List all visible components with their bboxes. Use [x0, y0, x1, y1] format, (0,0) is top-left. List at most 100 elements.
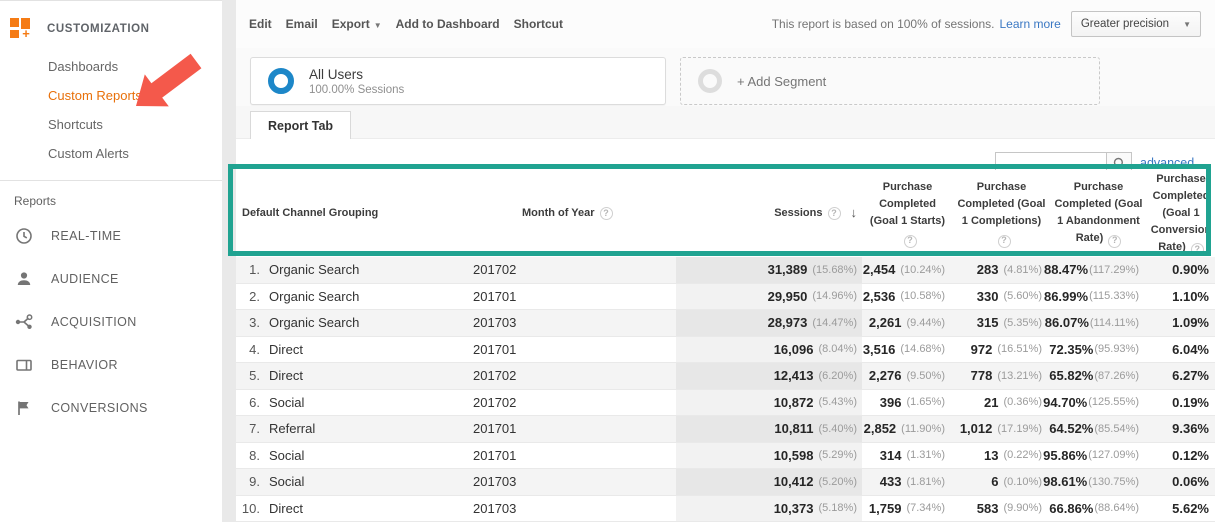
sidebar-item-acquisition[interactable]: ACQUISITION	[0, 300, 222, 343]
table-row[interactable]: 6. Social 201702 10,872 (5.43%) 396 (1.65%…	[236, 389, 1215, 416]
row-index: 9.	[249, 474, 260, 490]
help-icon[interactable]: ?	[997, 234, 1011, 248]
goal-abandonment-cell: 86.07% (114.11%)	[1044, 315, 1139, 331]
row-index: 1.	[249, 262, 260, 278]
advanced-search-link[interactable]: advanced	[1140, 156, 1195, 170]
channel-value: Organic Search	[269, 262, 360, 278]
help-icon[interactable]: ?	[1190, 243, 1204, 257]
sessions-cell: 10,872 (5.43%)	[676, 389, 862, 415]
export-button[interactable]: Export ▼	[331, 17, 382, 31]
goal-abandonment-cell: 72.35% (95.93%)	[1049, 341, 1139, 357]
goal-starts-cell: 2,536 (10.58%)	[862, 288, 945, 304]
channel-cell: 6. Social	[236, 390, 466, 416]
precision-dropdown[interactable]: Greater precision ▼	[1070, 11, 1201, 37]
email-button[interactable]: Email	[285, 17, 318, 31]
table-row[interactable]: 7. Referral 201701 10,811 (5.40%) 2,852 (1…	[236, 416, 1215, 443]
goal-starts-cell: 2,261 (9.44%)	[868, 315, 945, 331]
sidebar-item-custom-alerts[interactable]: Custom Alerts	[48, 146, 129, 161]
header-goal-starts[interactable]: Purchase Completed (Goal 1 Starts)?	[862, 179, 953, 248]
table-row[interactable]: 2. Organic Search 201701 29,950 (14.96%) …	[236, 283, 1215, 310]
goal-completions-cell: 13 (0.22%)	[984, 447, 1042, 463]
shortcut-button[interactable]: Shortcut	[513, 17, 563, 31]
goal-conversion-cell: 1.09%	[1172, 315, 1209, 331]
table-row[interactable]: 9. Social 201703 10,412 (5.20%) 433 (1.81%…	[236, 469, 1215, 496]
channel-cell: 3. Organic Search	[236, 310, 466, 336]
header-sessions[interactable]: Sessions? ↓	[676, 203, 862, 223]
sidebar-item-real-time[interactable]: REAL-TIME	[0, 214, 222, 257]
nav-label: AUDIENCE	[51, 271, 119, 286]
goal-conversion-cell: 6.04%	[1172, 341, 1209, 357]
goal-starts-cell: 433 (1.81%)	[879, 474, 945, 490]
channel-value: Referral	[269, 421, 316, 437]
goal-conversion-cell: 5.62%	[1172, 500, 1209, 516]
segment-subtitle: 100.00% Sessions	[309, 83, 405, 96]
tab-report-tab[interactable]: Report Tab	[250, 111, 352, 139]
goal-abandonment-cell: 88.47% (117.29%)	[1043, 262, 1139, 278]
segment-donut-placeholder-icon	[698, 69, 722, 93]
header-goal-conversion-rate[interactable]: Purchase Completed (Goal 1 Conversion Ra…	[1147, 171, 1215, 257]
table-search-input[interactable]	[995, 152, 1106, 175]
goal-conversion-cell: 0.12%	[1172, 447, 1209, 463]
sessions-cell: 12,413 (6.20%)	[676, 363, 862, 389]
goal-conversion-cell: 1.10%	[1172, 288, 1209, 304]
goal-abandonment-cell: 86.99% (115.33%)	[1043, 288, 1139, 304]
sessions-cell: 10,811 (5.40%)	[676, 416, 862, 442]
goal-conversion-cell: 0.90%	[1172, 262, 1209, 278]
chevron-down-icon: ▼	[1183, 19, 1191, 29]
segment-donut-icon	[268, 68, 294, 94]
header-goal-abandonment-rate[interactable]: Purchase Completed (Goal 1 Abandonment R…	[1050, 179, 1147, 248]
channel-cell: 7. Referral	[236, 416, 466, 442]
goal-abandonment-cell: 65.82% (87.26%)	[1049, 368, 1139, 384]
add-to-dashboard-button[interactable]: Add to Dashboard	[395, 17, 500, 31]
goal-completions-cell: 330 (5.60%)	[976, 288, 1042, 304]
channel-value: Organic Search	[269, 315, 360, 331]
learn-more-link[interactable]: Learn more	[999, 17, 1061, 31]
table-row[interactable]: 3. Organic Search 201703 28,973 (14.47%) …	[236, 310, 1215, 337]
segment-all-users[interactable]: All Users 100.00% Sessions	[250, 57, 666, 105]
header-goal-completions[interactable]: Purchase Completed (Goal 1 Completions)?	[953, 179, 1050, 248]
customization-header: + CUSTOMIZATION	[0, 1, 222, 40]
sessions-cell: 31,389 (15.68%)	[676, 257, 862, 283]
table-row[interactable]: 1. Organic Search 201702 31,389 (15.68%) …	[236, 257, 1215, 284]
goal-abandonment-cell: 94.70% (125.55%)	[1043, 394, 1139, 410]
table-row[interactable]: 8. Social 201701 10,598 (5.29%) 314 (1.31%…	[236, 442, 1215, 469]
row-index: 10.	[241, 500, 260, 516]
sidebar-item-dashboards[interactable]: Dashboards	[48, 59, 119, 74]
customization-title: CUSTOMIZATION	[47, 22, 150, 35]
sessions-cell: 16,096 (8.04%)	[676, 336, 862, 362]
help-icon[interactable]: ?	[1108, 234, 1122, 248]
help-icon[interactable]: ?	[599, 206, 613, 220]
header-default-channel-grouping[interactable]: Default Channel Grouping	[242, 206, 379, 219]
channel-value: Organic Search	[269, 288, 360, 304]
sampling-note: This report is based on 100% of sessions…	[771, 17, 995, 31]
table-row[interactable]: 5. Direct 201702 12,413 (6.20%) 2,276 (9.5…	[236, 363, 1215, 390]
goal-abandonment-cell: 66.86% (88.64%)	[1049, 500, 1139, 516]
edit-button[interactable]: Edit	[249, 17, 272, 31]
month-cell: 201703	[473, 315, 517, 331]
help-icon[interactable]: ?	[827, 206, 841, 220]
table-row[interactable]: 10. Direct 201703 10,373 (5.18%) 1,759 (7.…	[236, 495, 1215, 522]
channel-value: Social	[269, 474, 305, 490]
sidebar-item-conversions[interactable]: CONVERSIONS	[0, 386, 222, 429]
header-month-of-year[interactable]: Month of Year?	[466, 205, 676, 222]
help-icon[interactable]: ?	[903, 234, 917, 248]
sessions-cell: 28,973 (14.47%)	[676, 310, 862, 336]
goal-starts-cell: 1,759 (7.34%)	[868, 500, 945, 516]
channel-value: Direct	[269, 341, 303, 357]
table-body: 1. Organic Search 201702 31,389 (15.68%) …	[236, 257, 1215, 522]
sidebar-item-custom-reports[interactable]: Custom Reports	[48, 88, 142, 103]
sort-desc-icon[interactable]: ↓	[850, 205, 858, 221]
channel-value: Direct	[269, 368, 303, 384]
sidebar-item-behavior[interactable]: BEHAVIOR	[0, 343, 222, 386]
goal-completions-cell: 1,012 (17.19%)	[959, 421, 1042, 437]
goal-starts-cell: 314 (1.31%)	[879, 447, 945, 463]
month-cell: 201703	[473, 500, 517, 516]
add-segment-button[interactable]: + Add Segment	[680, 57, 1100, 105]
table-row[interactable]: 4. Direct 201701 16,096 (8.04%) 3,516 (14.…	[236, 336, 1215, 363]
goal-conversion-cell: 0.06%	[1172, 474, 1209, 490]
sidebar-item-shortcuts[interactable]: Shortcuts	[48, 117, 103, 132]
table-header-row: Default Channel Grouping Month of Year? …	[236, 170, 1215, 257]
channel-cell: 10. Direct	[236, 496, 466, 522]
sidebar-item-audience[interactable]: AUDIENCE	[0, 257, 222, 300]
customization-items: Dashboards Custom Reports Shortcuts Cust…	[0, 52, 222, 168]
